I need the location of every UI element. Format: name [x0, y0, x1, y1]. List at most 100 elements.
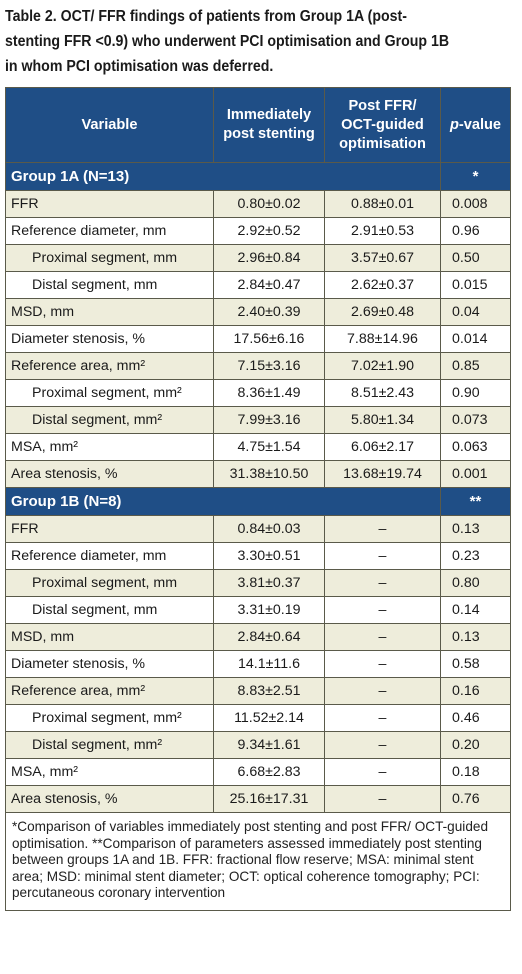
- cell-immediately-post-stenting: 0.84±0.03: [213, 515, 325, 543]
- cell-variable: Reference diameter, mm: [5, 542, 214, 570]
- cell-variable: Proximal segment, mm: [5, 244, 214, 272]
- cell-p-value: 0.014: [440, 325, 511, 353]
- header-p-value: p-value: [440, 87, 511, 163]
- cell-post-optimisation: –: [324, 704, 441, 732]
- header-col3-line3: optimisation: [339, 135, 426, 152]
- table-header-row: Variable Immediately post stenting Post …: [5, 87, 511, 163]
- cell-variable: Distal segment, mm: [5, 271, 214, 299]
- cell-immediately-post-stenting: 3.81±0.37: [213, 569, 325, 597]
- cell-variable: Reference area, mm²: [5, 677, 214, 705]
- cell-post-optimisation: 5.80±1.34: [324, 406, 441, 434]
- cell-immediately-post-stenting: 7.99±3.16: [213, 406, 325, 434]
- group-label: Group 1B (N=8): [5, 487, 441, 516]
- table-row: Proximal segment, mm² 8.36±1.49 8.51±2.43 0…: [5, 379, 511, 407]
- cell-post-optimisation: 13.68±19.74: [324, 460, 441, 488]
- table-row: MSA, mm² 6.68±2.83–0.18: [5, 758, 511, 786]
- table-row: MSA, mm² 4.75±1.54 6.06±2.17 0.063: [5, 433, 511, 461]
- cell-variable: Proximal segment, mm²: [5, 379, 214, 407]
- table-row: MSD, mm 2.40±0.39 2.69±0.48 0.04: [5, 298, 511, 326]
- cell-post-optimisation: –: [324, 542, 441, 570]
- cell-variable: Diameter stenosis, %: [5, 650, 214, 678]
- table-row: Area stenosis, % 31.38±10.50 13.68±19.74 0.…: [5, 460, 511, 488]
- cell-immediately-post-stenting: 8.83±2.51: [213, 677, 325, 705]
- table-row: Reference area, mm² 8.83±2.51–0.16: [5, 677, 511, 705]
- header-col3-line1: Post FFR/: [348, 97, 417, 114]
- table-body: Group 1A (N=13) * FFR 0.80±0.02 0.88±0.01 0.0…: [5, 162, 511, 813]
- cell-p-value: 0.18: [440, 758, 511, 786]
- cell-variable: Distal segment, mm: [5, 596, 214, 624]
- cell-immediately-post-stenting: 2.84±0.47: [213, 271, 325, 299]
- table-row: Distal segment, mm² 9.34±1.61–0.20: [5, 731, 511, 759]
- cell-post-optimisation: –: [324, 569, 441, 597]
- table-row: Distal segment, mm 3.31±0.19–0.14: [5, 596, 511, 624]
- group-header-row: Group 1A (N=13) *: [5, 162, 511, 191]
- table-row: Proximal segment, mm² 11.52±2.14–0.46: [5, 704, 511, 732]
- cell-p-value: 0.76: [440, 785, 511, 813]
- cell-p-value: 0.073: [440, 406, 511, 434]
- cell-post-optimisation: 6.06±2.17: [324, 433, 441, 461]
- cell-post-optimisation: 2.91±0.53: [324, 217, 441, 245]
- table-row: Proximal segment, mm 2.96±0.84 3.57±0.67 0.…: [5, 244, 511, 272]
- cell-immediately-post-stenting: 8.36±1.49: [213, 379, 325, 407]
- results-table-container: Variable Immediately post stenting Post …: [5, 87, 511, 911]
- cell-immediately-post-stenting: 9.34±1.61: [213, 731, 325, 759]
- cell-p-value: 0.23: [440, 542, 511, 570]
- cell-variable: MSD, mm: [5, 298, 214, 326]
- cell-variable: MSA, mm²: [5, 758, 214, 786]
- cell-p-value: 0.80: [440, 569, 511, 597]
- cell-post-optimisation: –: [324, 515, 441, 543]
- cell-post-optimisation: 2.69±0.48: [324, 298, 441, 326]
- cell-immediately-post-stenting: 6.68±2.83: [213, 758, 325, 786]
- cell-variable: Distal segment, mm²: [5, 731, 214, 759]
- cell-immediately-post-stenting: 2.40±0.39: [213, 298, 325, 326]
- header-immediately-post-stenting: Immediately post stenting: [213, 87, 325, 163]
- header-col2-line2: post stenting: [223, 126, 315, 142]
- cell-variable: Reference diameter, mm: [5, 217, 214, 245]
- cell-p-value: 0.85: [440, 352, 511, 380]
- cell-post-optimisation: 2.62±0.37: [324, 271, 441, 299]
- header-p-italic: p: [449, 116, 459, 133]
- cell-variable: Area stenosis, %: [5, 460, 214, 488]
- table-row: Proximal segment, mm 3.81±0.37–0.80: [5, 569, 511, 597]
- cell-variable: Proximal segment, mm: [5, 569, 214, 597]
- table-row: Reference diameter, mm 3.30±0.51–0.23: [5, 542, 511, 570]
- cell-p-value: 0.001: [440, 460, 511, 488]
- header-p-rest: -value: [458, 116, 502, 133]
- header-col2-line1: Immediately: [226, 107, 312, 123]
- cell-variable: Distal segment, mm²: [5, 406, 214, 434]
- cell-immediately-post-stenting: 0.80±0.02: [213, 190, 325, 218]
- cell-immediately-post-stenting: 3.31±0.19: [213, 596, 325, 624]
- table-row: Diameter stenosis, % 14.1±11.6–0.58: [5, 650, 511, 678]
- cell-immediately-post-stenting: 11.52±2.14: [213, 704, 325, 732]
- table-row: Reference area, mm² 7.15±3.16 7.02±1.90 0.8…: [5, 352, 511, 380]
- cell-post-optimisation: –: [324, 677, 441, 705]
- cell-post-optimisation: 0.88±0.01: [324, 190, 441, 218]
- results-table: Variable Immediately post stenting Post …: [5, 87, 511, 911]
- cell-p-value: 0.46: [440, 704, 511, 732]
- table-row: Diameter stenosis, % 17.56±6.16 7.88±14.96…: [5, 325, 511, 353]
- caption-line-1: Table 2. OCT/ FFR findings of patients f…: [5, 8, 407, 25]
- cell-p-value: 0.015: [440, 271, 511, 299]
- cell-immediately-post-stenting: 3.30±0.51: [213, 542, 325, 570]
- cell-post-optimisation: –: [324, 785, 441, 813]
- group-label: Group 1A (N=13): [5, 162, 441, 191]
- table-row: Reference diameter, mm 2.92±0.52 2.91±0.53…: [5, 217, 511, 245]
- cell-variable: FFR: [5, 190, 214, 218]
- cell-variable: MSA, mm²: [5, 433, 214, 461]
- cell-immediately-post-stenting: 4.75±1.54: [213, 433, 325, 461]
- cell-p-value: 0.008: [440, 190, 511, 218]
- table-row: Area stenosis, % 25.16±17.31–0.76: [5, 785, 511, 813]
- caption-line-3: in whom PCI optimisation was deferred.: [5, 58, 274, 75]
- cell-p-value: 0.96: [440, 217, 511, 245]
- group-footnote-mark: **: [440, 487, 511, 516]
- table-row: FFR 0.84±0.03–0.13: [5, 515, 511, 543]
- cell-p-value: 0.13: [440, 623, 511, 651]
- cell-post-optimisation: 7.88±14.96: [324, 325, 441, 353]
- cell-p-value: 0.04: [440, 298, 511, 326]
- cell-p-value: 0.58: [440, 650, 511, 678]
- cell-p-value: 0.063: [440, 433, 511, 461]
- cell-immediately-post-stenting: 17.56±6.16: [213, 325, 325, 353]
- cell-post-optimisation: –: [324, 623, 441, 651]
- table-row: MSD, mm 2.84±0.64–0.13: [5, 623, 511, 651]
- caption-line-2: stenting FFR <0.9) who underwent PCI opt…: [5, 33, 450, 50]
